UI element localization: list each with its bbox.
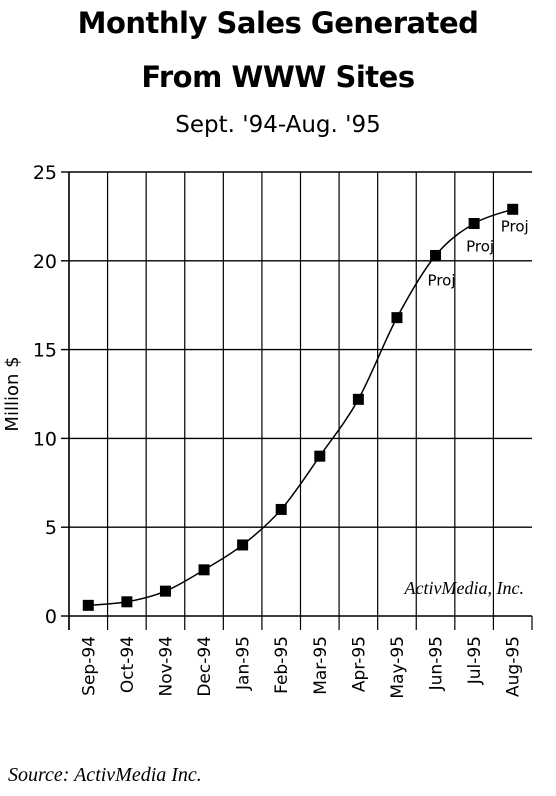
x-tick-label: Aug-95 (504, 636, 524, 697)
x-tick-label: Sep-94 (79, 636, 99, 696)
annotation-proj: Proj (501, 217, 529, 235)
x-tick-label: Feb-95 (272, 636, 292, 694)
x-tick-label: Mar-95 (311, 636, 331, 695)
x-tick-label: Nov-94 (156, 636, 176, 697)
data-point-aug-95 (507, 203, 519, 215)
markers (82, 203, 519, 611)
data-point-jan-95 (237, 539, 249, 551)
labels: 0 5 10 15 20 25 Sep-94 Oct-94 Nov-94 Dec-94 Jan-95… (2, 162, 524, 699)
x-tick-label: Jan-95 (234, 636, 254, 691)
data-point-dec-94 (198, 564, 210, 576)
data-point-oct-94 (121, 596, 133, 608)
y-tick-label: 25 (33, 162, 57, 184)
y-axis-label: Million $ (2, 356, 23, 431)
chart-title: Monthly Sales Generated (77, 6, 479, 40)
x-tick-label: Jun-95 (427, 636, 447, 691)
y-tick-label: 0 (45, 606, 57, 628)
annotations: Proj Proj Proj (428, 217, 529, 289)
chart-title-line2: From WWW Sites (141, 60, 415, 94)
data-point-may-95 (391, 312, 403, 324)
annotation-proj: Proj (466, 238, 494, 256)
data-point-sep-94 (82, 599, 94, 611)
x-tick-label: Oct-94 (118, 636, 138, 693)
y-tick-label: 15 (33, 340, 57, 362)
data-point-nov-94 (159, 585, 171, 597)
source-note: Source: ActivMedia Inc. (8, 764, 202, 786)
x-tick-label: May-95 (388, 636, 408, 699)
axes (61, 171, 533, 630)
data-point-feb-95 (275, 503, 287, 515)
x-tick-label: Jul-95 (465, 636, 485, 685)
annotation-proj: Proj (428, 271, 456, 289)
data-point-apr-95 (352, 393, 364, 405)
data-point-jul-95 (468, 218, 480, 230)
watermark: ActivMedia, Inc. (404, 578, 524, 598)
y-tick-label: 10 (33, 428, 57, 450)
chart-subtitle: Sept. '94-Aug. '95 (175, 112, 381, 138)
grid (69, 171, 532, 616)
y-tick-label: 20 (33, 251, 57, 273)
x-tick-label: Dec-94 (195, 636, 215, 697)
x-tick-label: Apr-95 (349, 636, 369, 692)
data-point-mar-95 (314, 450, 326, 462)
y-tick-label: 5 (45, 517, 57, 539)
data-point-jun-95 (430, 249, 442, 261)
